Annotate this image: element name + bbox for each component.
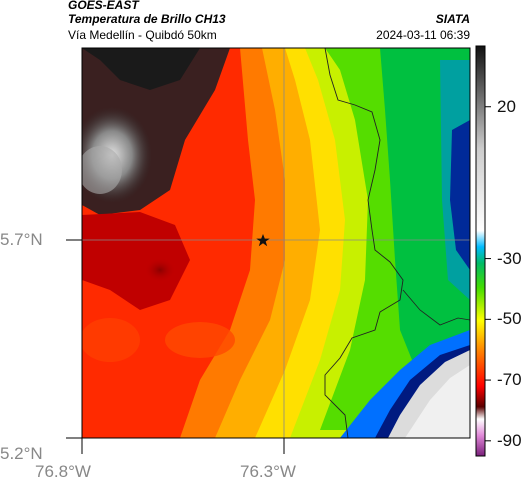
agency-label: SIATA <box>435 12 470 26</box>
colorbar-tick-label: 20 <box>497 96 516 116</box>
colorbar-tick-label: -70 <box>497 370 522 390</box>
department-border <box>324 48 404 438</box>
lat-label-5-2: 5.2°N <box>0 444 43 463</box>
star-icon <box>256 234 270 247</box>
product-title: Temperatura de Brillo CH13 <box>68 12 226 26</box>
colorbar-tick-label: -50 <box>497 309 522 329</box>
lon-label-76-3: 76.3°W <box>240 462 296 481</box>
map-frame <box>81 47 471 439</box>
colorbar-tick-label: -90 <box>497 430 522 450</box>
route-subtitle: Vía Medellín - Quibdó 50km <box>68 28 217 42</box>
lat-label-5-7: 5.7°N <box>0 230 43 249</box>
lon-label-76-8: 76.8°W <box>35 462 91 481</box>
colorbar-tick-label: -30 <box>497 248 522 268</box>
department-border-east <box>402 289 470 326</box>
colorbar-ticks <box>485 106 491 442</box>
datetime-label: 2024-03-11 06:39 <box>376 28 470 42</box>
colorbar <box>475 45 486 457</box>
temperature-field <box>82 48 470 438</box>
satellite-title: GOES-EAST <box>68 0 139 12</box>
